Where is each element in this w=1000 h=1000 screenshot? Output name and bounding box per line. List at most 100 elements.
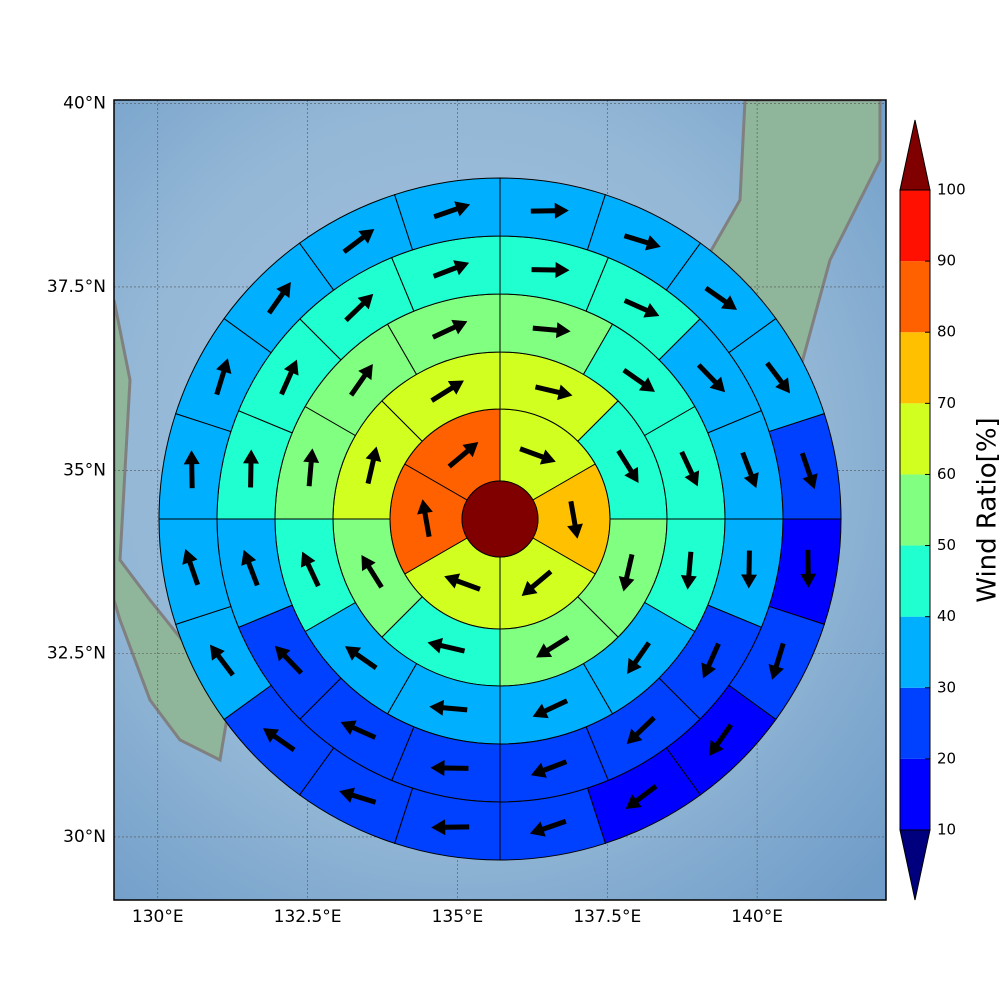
colorbar-bin bbox=[900, 474, 930, 546]
y-tick-label: 37.5°N bbox=[47, 277, 106, 297]
wind-arrow bbox=[417, 499, 433, 538]
wind-arrow bbox=[241, 549, 260, 587]
wind-arrow bbox=[704, 286, 738, 310]
wind-arrow bbox=[519, 446, 556, 465]
wind-arrow bbox=[430, 380, 464, 403]
colorbar-tick-label: 70 bbox=[937, 394, 956, 412]
wind-arrow bbox=[679, 450, 700, 487]
wind-arrow bbox=[709, 723, 733, 757]
colorbar-frame bbox=[899, 189, 931, 831]
wind-arrow bbox=[262, 728, 296, 752]
x-tick-label: 140°E bbox=[731, 907, 783, 927]
map bbox=[114, 100, 886, 900]
wind-arrow bbox=[340, 720, 377, 740]
wind-arrow bbox=[531, 261, 570, 278]
wind-arrow bbox=[532, 698, 569, 719]
wind-arrow bbox=[274, 645, 304, 675]
wind-arrow bbox=[345, 646, 378, 670]
wind-arrow bbox=[623, 298, 660, 318]
wind-arrow bbox=[627, 641, 651, 674]
wind-arrow bbox=[534, 384, 573, 401]
wind-arrow bbox=[430, 760, 469, 777]
land bbox=[114, 299, 232, 763]
colorbar-extend bbox=[899, 829, 931, 901]
colorbar-label: Wind Ratio[%] bbox=[973, 417, 1000, 602]
wind-arrow bbox=[279, 359, 299, 396]
wind-arrow bbox=[427, 637, 466, 654]
wind-arrow bbox=[214, 358, 232, 396]
wind-arrow bbox=[530, 759, 568, 778]
wind-arrow bbox=[536, 635, 570, 658]
colorbar-tick-label: 100 bbox=[937, 181, 966, 199]
wind-arrow bbox=[444, 573, 481, 592]
wind-arrow bbox=[532, 322, 571, 339]
wind-arrow bbox=[622, 368, 655, 392]
wind-arrow bbox=[182, 548, 201, 586]
wind-arrow bbox=[618, 553, 635, 592]
wind-arrow bbox=[529, 818, 567, 837]
wind-arrow bbox=[625, 784, 658, 810]
colorbar-tick-label: 10 bbox=[937, 821, 956, 839]
wind-arrow bbox=[521, 569, 553, 596]
wind-arrow bbox=[800, 549, 817, 588]
wind-arrow bbox=[765, 361, 791, 394]
wind-arrow bbox=[680, 551, 697, 590]
colorbar-bin bbox=[900, 403, 930, 475]
wind-arrow bbox=[623, 233, 661, 251]
wind-arrow bbox=[626, 715, 656, 745]
colorbar: 10 20 30 40 50 60 70 80 90 100 bbox=[899, 119, 966, 901]
wind-arrow bbox=[741, 550, 758, 589]
wind-arrow bbox=[303, 448, 320, 487]
wind-arrow bbox=[696, 363, 726, 393]
wind-arrow bbox=[432, 260, 470, 279]
colorbar-bin bbox=[900, 758, 930, 830]
colorbar-bin bbox=[900, 190, 930, 262]
wind-arrow bbox=[339, 787, 377, 805]
arrows bbox=[182, 201, 818, 837]
wind-arrow bbox=[431, 319, 468, 340]
y-tick-label: 40°N bbox=[63, 94, 106, 114]
x-tick-label: 132.5°E bbox=[274, 907, 342, 927]
wind-arrow bbox=[183, 450, 200, 489]
wind-arrow bbox=[267, 281, 291, 315]
wind-arrow bbox=[701, 642, 721, 679]
wind-arrow bbox=[242, 449, 259, 488]
colorbar-bin bbox=[900, 332, 930, 404]
y-tick-label: 35°N bbox=[63, 460, 106, 480]
wind-arrow bbox=[429, 699, 468, 716]
ticks: 130°E 132.5°E 135°E 137.5°E 140°E 30°N 32.5°N 3… bbox=[47, 94, 783, 927]
x-tick-label: 137.5°E bbox=[573, 907, 641, 927]
colorbar-bin bbox=[900, 261, 930, 333]
colorbar-tick-label: 20 bbox=[937, 749, 956, 767]
colorbar-extend bbox=[899, 119, 931, 191]
center-disk bbox=[461, 480, 539, 558]
wind-arrow bbox=[616, 449, 639, 483]
x-tick-label: 135°E bbox=[432, 907, 484, 927]
colorbar-bin bbox=[900, 687, 930, 759]
colorbar-bin bbox=[900, 545, 930, 617]
colorbar-tick-label: 60 bbox=[937, 465, 956, 483]
wind-arrow bbox=[530, 202, 569, 219]
wind-arrow bbox=[209, 644, 235, 677]
wind-arrow bbox=[431, 819, 470, 836]
wind-arrow bbox=[799, 452, 818, 490]
axes-frame bbox=[113, 99, 887, 901]
colorbar-bin bbox=[900, 616, 930, 688]
x-tick-label: 130°E bbox=[132, 907, 184, 927]
colorbar-tick-label: 90 bbox=[937, 252, 956, 270]
colorbar-tick-label: 80 bbox=[937, 323, 956, 341]
colorbar-tick-label: 30 bbox=[937, 678, 956, 696]
wind-arrow bbox=[433, 201, 471, 220]
colorbar-tick-label: 50 bbox=[937, 536, 956, 554]
wind-arrow bbox=[447, 442, 479, 469]
wind-arrow bbox=[740, 451, 759, 489]
wind-arrow bbox=[768, 642, 786, 680]
wind-arrow bbox=[300, 551, 321, 588]
colorbar-tick-label: 40 bbox=[937, 607, 956, 625]
y-tick-label: 30°N bbox=[63, 827, 106, 847]
wedges bbox=[158, 177, 842, 861]
wind-arrow bbox=[342, 228, 375, 254]
wind-arrow bbox=[344, 293, 374, 323]
wind-arrow bbox=[361, 555, 384, 589]
